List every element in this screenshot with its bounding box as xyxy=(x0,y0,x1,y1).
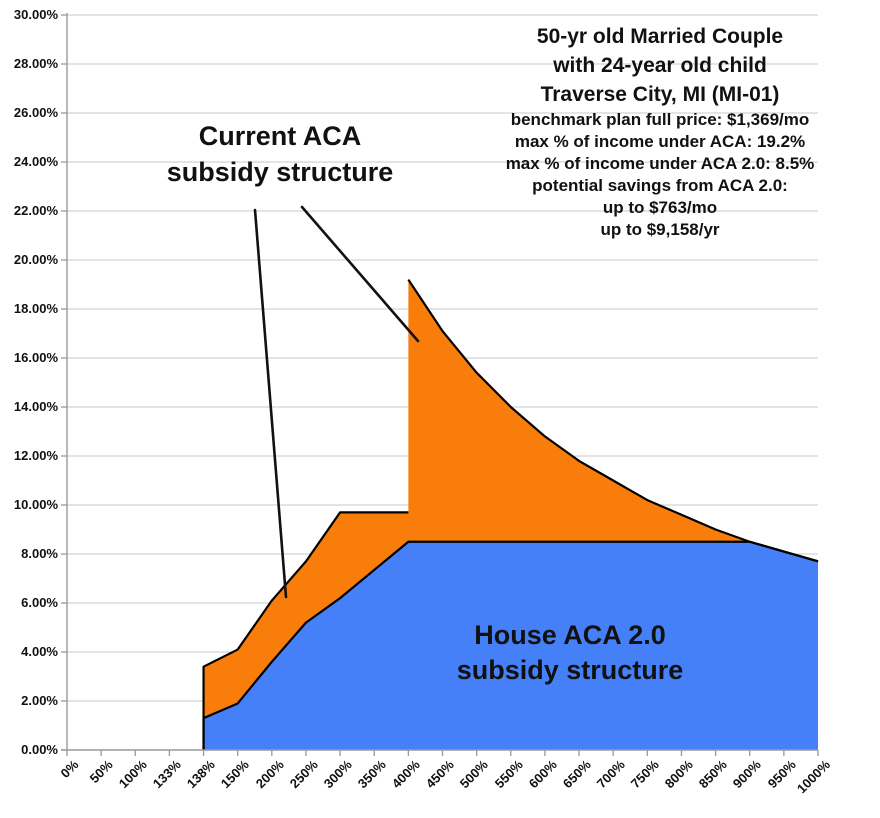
y-axis-label: 28.00% xyxy=(13,56,58,71)
y-axis-label: 10.00% xyxy=(13,497,58,512)
y-axis-label: 24.00% xyxy=(13,154,58,169)
scenario-info-block: 50-yr old Married Couple with 24-year ol… xyxy=(450,22,870,241)
house-aca2-annotation-line1: House ACA 2.0 xyxy=(474,620,666,650)
scenario-heading: Traverse City, MI (MI-01) xyxy=(540,83,780,106)
annotation-pointer-line xyxy=(300,205,420,343)
house-aca2-annotation-line2: subsidy structure xyxy=(456,655,684,685)
scenario-detail: max % of income under ACA: 19.2% xyxy=(514,132,806,151)
scenario-detail: up to $9,158/yr xyxy=(600,220,720,239)
y-axis-label: 30.00% xyxy=(13,7,58,22)
house-aca2-annotation: House ACA 2.0 subsidy structure xyxy=(457,618,684,688)
y-axis-label: 12.00% xyxy=(13,448,58,463)
y-axis-label: 4.00% xyxy=(21,644,58,659)
scenario-detail: potential savings from ACA 2.0: xyxy=(532,176,788,195)
area-house-aca2 xyxy=(203,541,818,750)
scenario-detail: up to $763/mo xyxy=(602,198,718,217)
y-axis-label: 22.00% xyxy=(13,203,58,218)
y-axis-label: 16.00% xyxy=(13,350,58,365)
y-axis-label: 26.00% xyxy=(13,105,58,120)
scenario-heading: 50-yr old Married Couple xyxy=(536,25,784,48)
y-axis-label: 18.00% xyxy=(13,301,58,316)
outline-house-aca2 xyxy=(202,540,819,750)
y-axis-label: 0.00% xyxy=(21,742,58,757)
y-axis-label: 6.00% xyxy=(21,595,58,610)
scenario-heading: with 24-year old child xyxy=(553,54,767,77)
y-axis-label: 20.00% xyxy=(13,252,58,267)
y-axis-label: 8.00% xyxy=(21,546,58,561)
y-axis-label: 14.00% xyxy=(13,399,58,414)
current-aca-annotation: Current ACA subsidy structure xyxy=(167,118,394,190)
outline-current-aca xyxy=(202,511,409,750)
scenario-detail: max % of income under ACA 2.0: 8.5% xyxy=(505,154,815,173)
annotation-pointer-line xyxy=(253,208,288,599)
y-axis-label: 2.00% xyxy=(21,693,58,708)
current-aca-annotation-line1: Current ACA xyxy=(198,121,362,151)
current-aca-annotation-line2: subsidy structure xyxy=(166,157,394,187)
scenario-detail: benchmark plan full price: $1,369/mo xyxy=(510,110,810,129)
